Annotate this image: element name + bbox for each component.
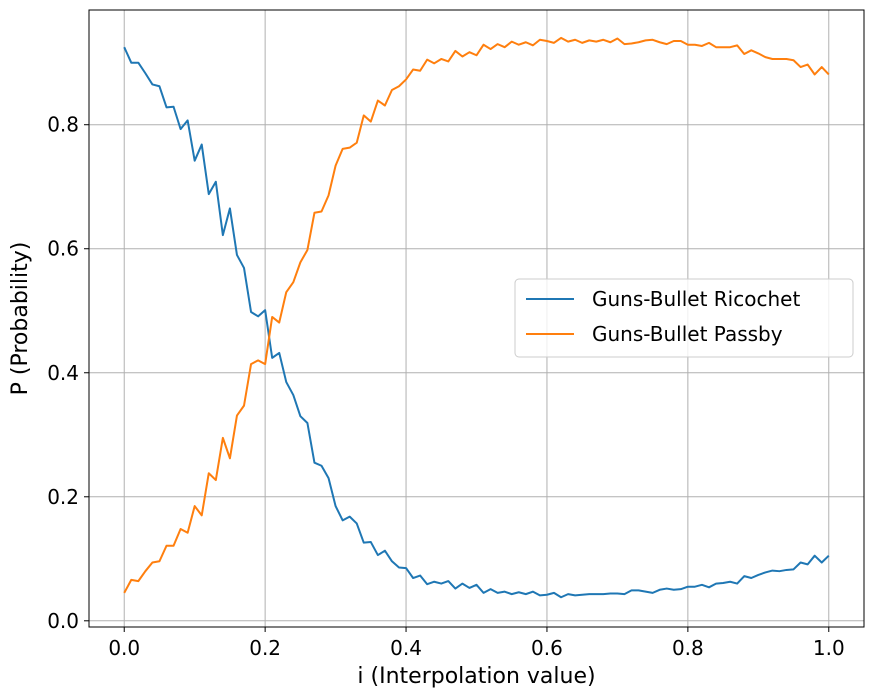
y-axis-label: P (Probability) (8, 242, 33, 396)
y-tick-label: 0.6 (47, 237, 79, 261)
series-line-ricochet (123, 46, 830, 599)
x-tick-label: 0.4 (390, 636, 422, 660)
series-line-passby (123, 36, 830, 594)
x-tick-label: 0.2 (249, 636, 281, 660)
plot-area-frame (88, 9, 865, 628)
y-tick-label: 0.2 (47, 485, 79, 509)
y-tick-label: 0.4 (47, 361, 79, 385)
grid (89, 10, 864, 627)
legend-label-ricochet: Guns-Bullet Ricochet (592, 287, 800, 311)
y-tick-label: 0.8 (47, 113, 79, 137)
x-tick-label: 0.8 (672, 636, 704, 660)
x-tick-label: 0.6 (531, 636, 563, 660)
x-tick-label: 0.0 (108, 636, 140, 660)
y-tick-label: 0.0 (47, 609, 79, 633)
x-tick-label: 1.0 (813, 636, 845, 660)
legend-label-passby: Guns-Bullet Passby (592, 322, 783, 346)
legend-box (514, 278, 854, 358)
axis-ticks: 0.0 0.2 0.4 0.6 0.8 1.0 0.0 0.2 0.4 0.6 0.8 (47, 113, 844, 660)
x-axis-label: i (Interpolation value) (357, 664, 595, 689)
series-lines (123, 36, 830, 599)
legend: Guns-Bullet Ricochet Guns-Bullet Passby (514, 278, 854, 358)
